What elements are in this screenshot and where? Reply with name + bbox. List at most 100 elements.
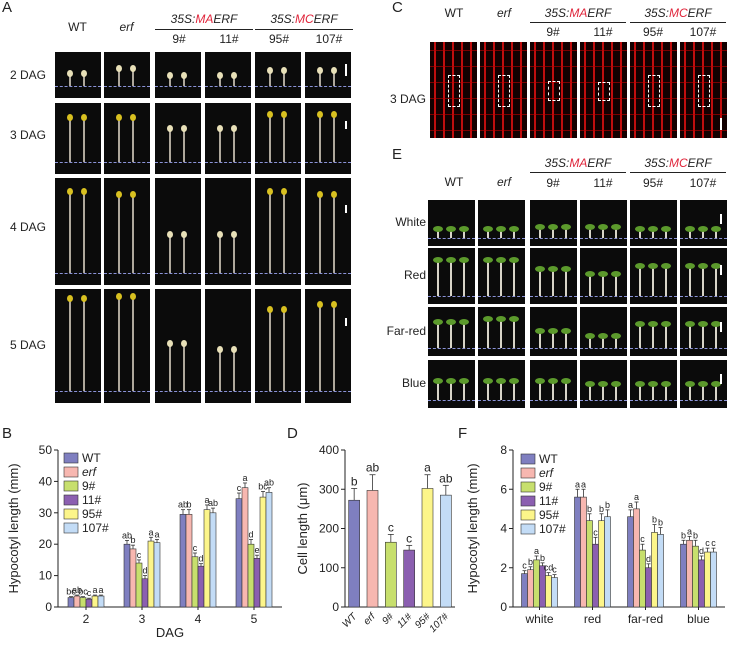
baseline-dash [478,400,525,401]
cotyledon [685,320,695,327]
hypocotyl-stem [565,333,567,348]
seedling-photo [478,307,525,356]
hypocotyl-stem [269,115,271,162]
bar [85,598,93,608]
baseline-dash [305,86,351,87]
cell-wall-cross [630,50,677,51]
bar [67,597,75,608]
cotyledon [648,320,658,327]
c-line-9: 9# [546,25,560,39]
cotyledon [331,300,337,308]
significance-letter: a [98,585,103,595]
bar [129,548,137,608]
bar [235,498,243,608]
bar [604,516,611,608]
cotyledon [635,320,645,327]
significance-letter: c [522,561,527,571]
hypocotyl-stem [437,262,439,296]
cell-wall-line [634,42,636,138]
cotyledon [459,378,469,385]
legend-label: 107# [82,521,109,535]
cotyledon [598,271,608,278]
c-mc-prefix: 35S: [644,6,669,20]
significance-letter: b [693,530,698,540]
hypocotyl-stem [689,268,691,296]
hypocotyl-stem [500,383,502,400]
hypocotyl-stem [589,385,591,400]
hypocotyl-stem [639,268,641,296]
cell-wall-cross [680,130,727,131]
cotyledon [181,125,187,133]
cotyledon [231,125,237,133]
c-line-107: 107# [689,25,717,39]
hypocotyl-stem [615,338,617,348]
bar [586,520,593,608]
seedling-photo [305,289,351,403]
cell-wall-cross [530,114,577,115]
e-row-white: White [395,215,426,229]
hypocotyl-stem [715,268,717,296]
scale-bar [720,118,722,130]
seedling-photo [428,307,475,356]
cotyledon [561,265,571,272]
c-header-erf: erf [496,6,511,20]
cotyledon [598,223,608,230]
cotyledon [635,226,645,233]
cell-wall-cross [430,130,477,131]
cell-wall-cross [480,66,527,67]
hypocotyl-stem [665,325,667,348]
seedling-photo [680,307,727,356]
hypocotyl-stem [589,228,591,238]
confocal-image [430,42,477,138]
baseline-dash [205,86,251,87]
seedling-photo [305,103,351,174]
seedling-photo [630,360,677,408]
bar [141,578,149,608]
cotyledon [598,333,608,340]
baseline-dash [580,238,627,239]
cell-wall-cross [430,82,477,83]
hypocotyl-stem [539,383,541,400]
cell-wall-line [520,42,522,138]
significance-letter: b [605,500,610,510]
legend-label: 9# [539,480,553,494]
legend-swatch [63,508,79,520]
c-header-mcerf: 35S:MCERF [628,6,728,20]
seedling-photo [55,103,101,174]
baseline-dash [255,86,301,87]
cell-wall-cross [680,114,727,115]
y-tick-label: 300 [319,482,339,496]
cell-wall-cross [680,66,727,67]
seedling-photo [478,248,525,304]
hypocotyl-stem [513,383,515,400]
cotyledon [648,380,658,387]
hypocotyl-stem [118,119,120,162]
cotyledon [661,380,671,387]
cotyledon [167,340,173,348]
cotyledon [561,378,571,385]
cotyledon [459,318,469,325]
cell-wall-line [620,42,622,138]
x-tick-label: 11# [395,611,414,630]
seedling-photo [530,248,577,304]
baseline-dash [630,400,677,401]
seedling-photo [428,248,475,304]
cotyledon [446,226,456,233]
hypocotyl-stem [665,231,667,238]
baseline-dash [55,391,101,392]
bar [645,567,652,608]
cotyledon [116,114,122,122]
bar [135,562,143,608]
cotyledon [331,67,337,75]
significance-letter: a [154,529,159,539]
legend-label: erf [539,466,555,480]
x-tick-label: 3 [139,612,146,626]
cotyledon [130,114,136,122]
cotyledon [648,263,658,269]
seedling-photo [55,289,101,403]
baseline-dash [580,296,627,297]
cell-wall-line [702,42,704,138]
y-tick-label: 50 [39,443,53,457]
cotyledon [331,110,337,118]
cotyledon [535,378,545,385]
